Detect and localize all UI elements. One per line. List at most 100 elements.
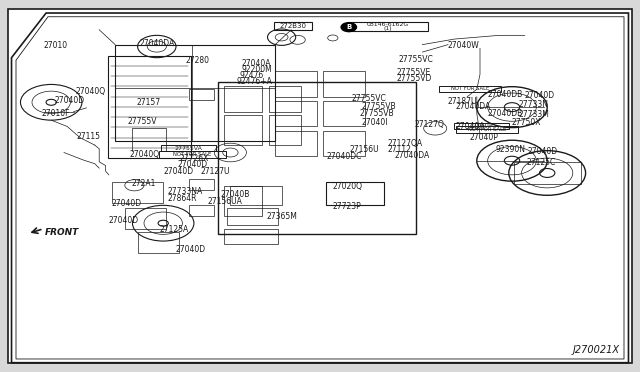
Text: 27010F: 27010F [42,109,70,118]
Text: 92200M: 92200M [242,65,273,74]
Bar [275,71,317,97]
Text: 272B30: 272B30 [280,23,307,29]
Bar [454,123,509,129]
Text: 27020Q: 27020Q [332,182,362,191]
Text: 27156UA: 27156UA [208,197,243,206]
Bar [224,115,262,145]
Text: 27755VE: 27755VE [396,68,431,77]
Bar [224,186,262,216]
Text: 27040D: 27040D [175,245,205,254]
Text: NOT FOR SALE: NOT FOR SALE [173,152,211,157]
Bar [323,71,365,97]
Text: 27755VB: 27755VB [362,102,396,111]
Text: B: B [346,24,351,30]
Circle shape [341,23,356,32]
Text: 27040D: 27040D [163,167,193,176]
Bar [323,101,365,126]
Bar [274,22,312,30]
Text: 27040DA: 27040DA [140,39,175,48]
Bar [269,86,301,112]
Bar [439,86,501,92]
Text: 27733N: 27733N [518,100,548,109]
Text: 27127Q: 27127Q [414,121,444,129]
Bar [326,182,384,205]
Text: 27750X: 27750X [512,118,541,126]
Text: 27040DA: 27040DA [456,102,491,111]
Text: 27733M: 27733M [518,110,549,119]
Text: 27040A: 27040A [456,122,485,131]
Text: 27040A: 27040A [470,123,493,128]
Bar [269,115,301,145]
Text: 27040Q: 27040Q [129,150,159,159]
Bar [323,131,365,156]
Text: 27755VA: 27755VA [175,146,202,151]
Bar [514,162,581,184]
Bar [224,229,278,244]
Text: 27125A: 27125A [160,225,189,234]
Text: 27040D: 27040D [528,147,558,155]
Text: 27040D: 27040D [112,199,142,208]
Text: 272A1: 272A1 [131,179,156,187]
Bar [161,145,216,151]
Text: 92476: 92476 [239,71,264,80]
Text: 27365M: 27365M [267,212,298,221]
Bar [189,89,214,100]
Text: 27040B: 27040B [220,190,250,199]
Text: 27157: 27157 [136,98,161,107]
Bar [112,182,163,203]
Text: 27040DB: 27040DB [488,90,523,99]
Text: 92476+A: 92476+A [237,77,273,86]
Bar [230,186,282,205]
Text: 27040I: 27040I [362,118,388,127]
Bar [224,86,262,112]
Bar [138,232,179,253]
Text: 27040D: 27040D [54,96,84,105]
Text: NOT FOR SALE: NOT FOR SALE [451,86,489,92]
Text: 27127U: 27127U [201,167,230,176]
Text: 92390N: 92390N [496,145,526,154]
Text: NOT FOR SALE: NOT FOR SALE [468,127,506,132]
Bar [125,208,166,229]
Bar [189,179,214,190]
Text: 27864R: 27864R [168,194,197,203]
Bar [189,205,214,216]
Text: 27733NA: 27733NA [168,187,203,196]
Text: 27726X: 27726X [179,154,209,163]
Text: 27040Q: 27040Q [76,87,106,96]
Text: 27755VC: 27755VC [352,94,387,103]
Text: 27040DB: 27040DB [488,109,523,118]
Text: 27755VC: 27755VC [398,55,433,64]
FancyBboxPatch shape [8,9,632,363]
Text: 27723P: 27723P [332,202,361,211]
Text: 27115: 27115 [77,132,101,141]
Text: 27040DC: 27040DC [326,153,362,161]
Text: 27755VB: 27755VB [360,109,394,118]
Bar [115,45,275,141]
Bar [218,82,416,234]
Text: (1): (1) [383,26,392,31]
Text: 27040A: 27040A [242,59,271,68]
Text: 27755V: 27755V [128,117,157,126]
Text: 27040D: 27040D [178,160,208,169]
Text: 27125C: 27125C [527,158,556,167]
Bar [275,131,317,156]
Text: 27187U: 27187U [448,97,477,106]
Bar [108,56,191,158]
Text: 27040P: 27040P [469,133,498,142]
Bar [275,101,317,126]
Bar [348,22,428,31]
Text: 27010: 27010 [44,41,68,50]
Bar [227,208,278,225]
Text: J270021X: J270021X [573,346,620,355]
Text: 27156U: 27156U [349,145,379,154]
Text: 27040W: 27040W [448,41,480,50]
Text: 27112: 27112 [388,145,412,154]
Text: 27040DA: 27040DA [395,151,430,160]
Bar [456,126,518,133]
Text: 27280: 27280 [186,56,210,65]
Text: 27040D: 27040D [109,216,139,225]
Bar [159,151,226,158]
Text: 08146-6162G: 08146-6162G [366,22,409,27]
Text: 27040D: 27040D [525,92,555,100]
Text: 27755VD: 27755VD [396,74,431,83]
